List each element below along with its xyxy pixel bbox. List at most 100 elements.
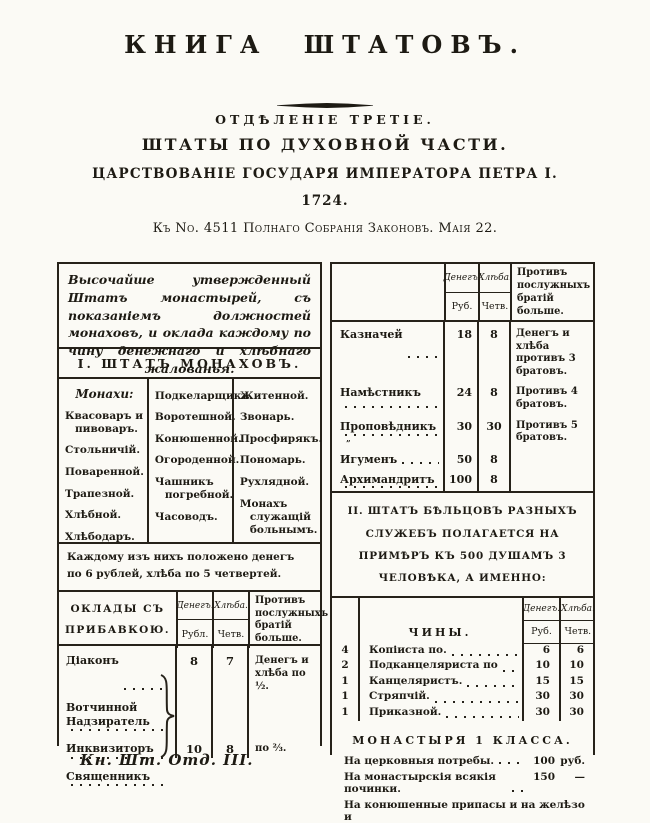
column-divider <box>247 645 249 758</box>
dot-leader <box>71 756 167 759</box>
monk-role: Стольничій. <box>65 444 140 457</box>
monk-role: Хлѣбной. <box>65 509 122 522</box>
money-column-header: Денегъ. Руб. <box>443 264 481 321</box>
bread-value: 10 <box>569 659 584 672</box>
dot-leader <box>407 356 439 359</box>
monk-role: Житенной. <box>239 389 309 402</box>
left-table: Высочайше утвержденный Штатъ монастырей,… <box>57 262 328 786</box>
bread-value: 15 <box>569 674 584 687</box>
money-value: 10 <box>185 742 202 757</box>
salary-row: Проповѣдникъ ” 30 30 Противъ 5 братовъ. <box>332 414 593 447</box>
monastery-class-title: МОНАСТЫРЯ 1 КЛАССА. <box>352 734 573 748</box>
salary-table-header: ОКЛАДЫ СЪ ПРИБАВКОЮ. Денегъ. Рубл. Хлѣба… <box>59 589 328 649</box>
bread-value: 8 <box>490 452 498 466</box>
money-column-header: Денегъ. Рубл. <box>176 591 214 649</box>
rank-row: 1 Приказной. 30 30 <box>332 706 593 722</box>
rank-name: Игуменъ <box>332 447 444 467</box>
right-table: Денегъ. Руб. Хлѣба. Четв. Противъ послуж… <box>330 262 595 823</box>
dot-leader <box>345 433 439 436</box>
money-value: 30 <box>535 705 550 718</box>
monks-label: Монахи: <box>75 387 134 401</box>
section-1-title: I. ШТАТЪ МОНАХОВЪ. <box>59 347 320 377</box>
monk-role: Воротешной. <box>154 411 236 424</box>
count-value: 1 <box>341 705 349 718</box>
rank-name: Копіиста по. <box>358 644 522 660</box>
right-salary-body: Казначей 18 8 Денегъ и хлѣба противъ 3 б… <box>332 322 593 494</box>
section-2-title: II. ШТАТЪ БѢЛЬЦОВЪ РАЗНЫХЪ СЛУЖЕБЪ ПОЛАГ… <box>332 493 593 598</box>
law-reference-line: Къ No. 4511 Полнаго Собранія Законовъ. М… <box>152 221 498 236</box>
group-brace <box>158 673 178 758</box>
allowance-note: Каждому изъ нихъ положено денегъ по 6 ру… <box>59 542 320 590</box>
expense-item: На церковныя потребы. 100 руб. <box>344 755 585 768</box>
column-divider <box>358 597 360 722</box>
money-value: 10 <box>535 659 550 672</box>
rank-row: 1 Канцеляристъ. 15 15 <box>332 675 593 691</box>
dot-leader <box>345 405 439 408</box>
money-value: 15 <box>535 674 550 687</box>
monk-role: Трапезной. <box>65 487 135 500</box>
money-value: 30 <box>456 419 472 433</box>
monk-role: Рухлядной. <box>239 476 310 488</box>
money-value: 24 <box>456 386 472 400</box>
dot-leader <box>451 654 519 657</box>
expense-unit: руб. <box>560 755 585 768</box>
count-value: 2 <box>341 659 349 672</box>
monk-role: Пономарь. <box>239 454 306 467</box>
rank-row: 1 Стряпчій. 30 30 <box>332 690 593 706</box>
row-note: Денегъ и хлѣба противъ 3 братовъ. <box>516 328 576 377</box>
expense-label-line1: На конюшенные припасы и на желѣзо и <box>344 799 585 823</box>
money-value: 18 <box>456 328 472 341</box>
count-value: 1 <box>341 690 349 703</box>
monk-role: Звонарь. <box>239 411 295 424</box>
dot-leader <box>123 687 167 690</box>
row-note: Противъ 5 братовъ. <box>516 419 578 444</box>
rank-name: Священникъ <box>59 762 176 789</box>
expense-amount: 150 <box>533 771 555 784</box>
bread-value: 8 <box>490 386 498 400</box>
expense-item: На монастырскія всякія починки. 150 — <box>344 771 585 796</box>
column-divider <box>175 645 177 758</box>
note-column-header: Противъ послужныхъ братій больше. <box>248 591 332 649</box>
bread-value: 30 <box>569 690 584 703</box>
bread-value: 8 <box>490 472 498 486</box>
note-column-header: Противъ послужныхъ братій больше. <box>510 264 594 321</box>
dot-leader <box>402 461 439 464</box>
okladi-header-label: ОКЛАДЫ СЪ ПРИБАВКОЮ. <box>65 602 170 636</box>
page-title: КНИГА ШТАТОВЪ. <box>124 30 526 59</box>
row-note: по ⅔. <box>255 743 287 755</box>
row-note <box>510 467 593 492</box>
salary-row: Казначей 18 8 Денегъ и хлѣба противъ 3 б… <box>332 322 593 380</box>
bread-value: 8 <box>225 742 234 757</box>
rank-name: Проповѣдникъ ” <box>332 414 444 447</box>
salary-table-body: Діаконъ 8 7 Денегъ и хлѣба по ½. Вотчинн… <box>59 645 320 786</box>
monk-role: Конюшенной. <box>154 432 242 445</box>
money-value: 8 <box>189 653 198 668</box>
column-divider <box>559 597 561 722</box>
rank-name: Подканцеляриста по <box>358 659 522 675</box>
dot-leader <box>502 669 519 672</box>
column-divider <box>443 322 445 492</box>
salary-row: Намѣстникъ 24 8 Противъ 4 братовъ. <box>332 380 593 413</box>
column-divider <box>477 322 479 492</box>
dot-leader <box>71 783 167 786</box>
bread-value: 6 <box>576 643 584 656</box>
monks-column-3: Житенной. Звонарь. Просфирякъ. Пономарь. Рух… <box>231 379 325 542</box>
dot-leader <box>71 729 167 732</box>
rank-name: Приказной. <box>358 706 522 722</box>
right-salary-header: Денегъ. Руб. Хлѣба. Четв. Противъ послуж… <box>332 264 593 322</box>
expense-item: На конюшенные припасы и на желѣзо и угол… <box>344 799 585 823</box>
monks-grid: Монахи: Квасоваръ и пивоваръ. Стольничій.… <box>59 377 322 543</box>
money-value: 100 <box>449 472 472 486</box>
dot-leader <box>499 762 526 765</box>
expense-amount: 100 <box>533 755 555 768</box>
column-divider <box>509 322 511 492</box>
money-value: 50 <box>456 452 472 466</box>
money-column-header: Денегъ. Руб. <box>522 597 560 644</box>
decree-preamble: Высочайше утвержденный Штатъ монастырей,… <box>68 272 311 376</box>
bread-value: 30 <box>486 419 502 433</box>
monks-column-1: Монахи: Квасоваръ и пивоваръ. Стольничій.… <box>59 379 147 543</box>
rank-name: Казначей <box>332 322 444 380</box>
dot-leader <box>512 790 526 793</box>
monk-role: Квасоваръ и пивоваръ. <box>65 409 143 435</box>
